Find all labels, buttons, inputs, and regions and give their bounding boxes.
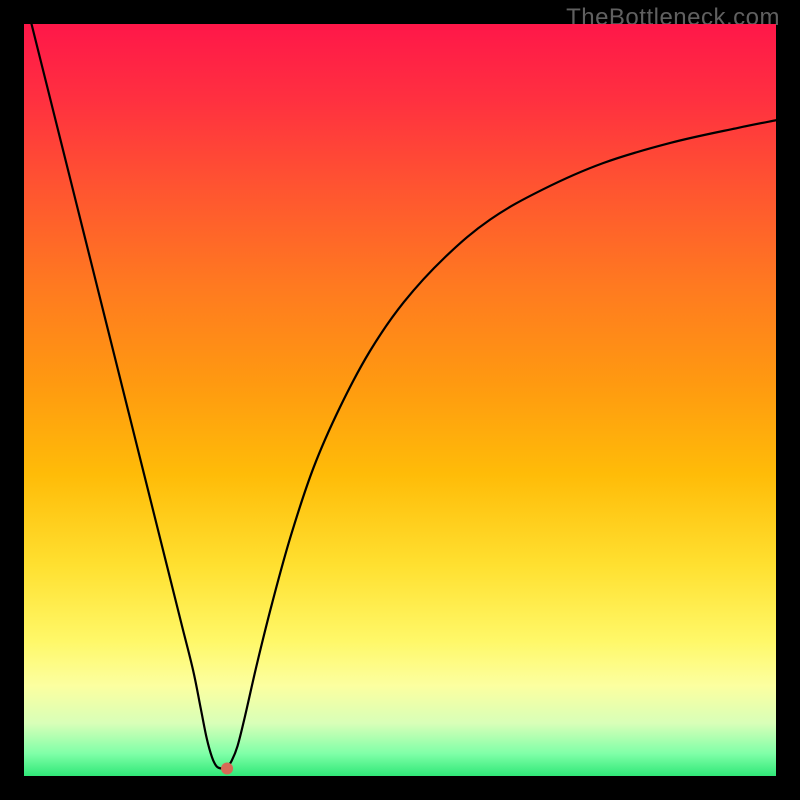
optimum-marker	[221, 762, 233, 774]
gradient-background	[24, 24, 776, 776]
chart-frame: TheBottleneck.com	[0, 0, 800, 800]
plot-svg	[24, 24, 776, 776]
plot-area	[24, 24, 776, 776]
